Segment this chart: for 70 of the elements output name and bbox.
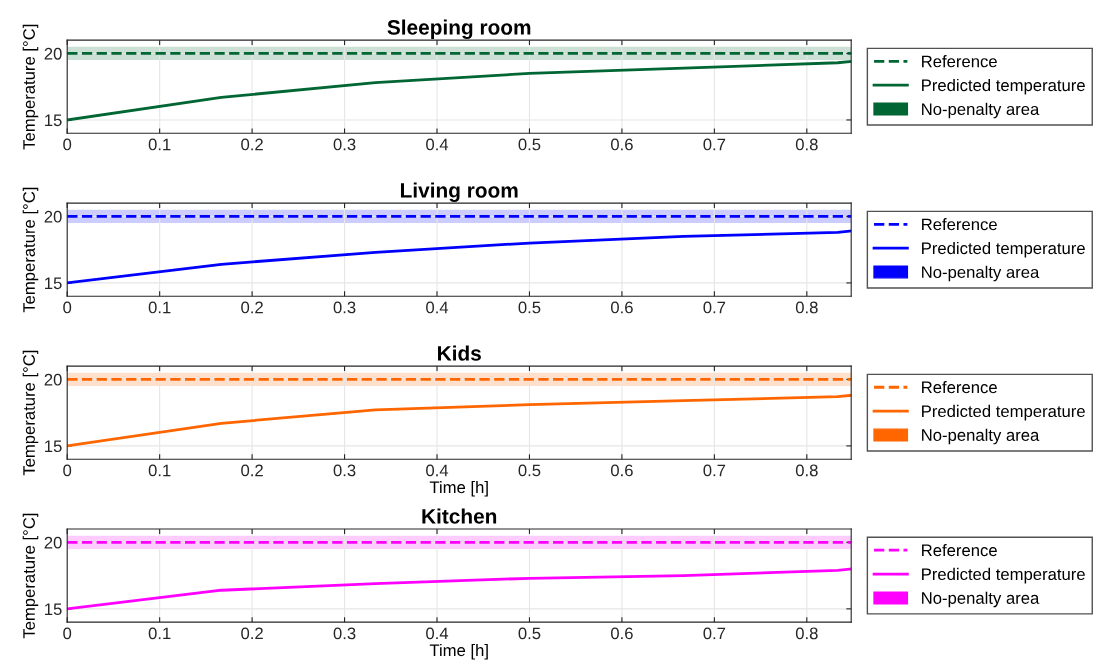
legend-label: Predicted temperature: [922, 78, 1085, 95]
x-tick-label: 0.5: [518, 138, 541, 151]
y-axis-title: Temperature [°C]: [22, 187, 39, 313]
x-axis-title: Time [h]: [429, 480, 488, 497]
y-axis-title: Temperature [°C]: [22, 350, 39, 476]
legend-label: No-penalty area: [922, 591, 1040, 608]
line-series: [67, 393, 852, 448]
y-tick-label: 20: [44, 47, 62, 60]
x-tick-label: 0.5: [518, 464, 541, 477]
x-tick-label: 0: [63, 301, 72, 314]
x-tick-label: 0.8: [795, 301, 818, 314]
x-tick-label: 0.6: [610, 627, 633, 640]
x-axis-title: Time [h]: [429, 643, 488, 660]
y-tick-label: 20: [44, 536, 62, 549]
x-tick-label: 0.8: [795, 627, 818, 640]
x-tick-label: 0.8: [795, 464, 818, 477]
x-tick-label: 0.7: [703, 138, 726, 151]
chart-title: Kitchen: [422, 508, 497, 524]
chart-title: Sleeping room: [387, 19, 531, 39]
legend-label: Predicted temperature: [922, 241, 1085, 258]
x-tick-label: 0.6: [610, 138, 633, 151]
x-tick-label: 0.1: [148, 301, 171, 314]
y-tick-label: 15: [45, 114, 62, 127]
x-tick-label: 0: [63, 464, 72, 477]
y-tick-label: 20: [44, 210, 62, 223]
chart-title: Kids: [438, 345, 481, 361]
legend-label: No-penalty area: [922, 102, 1040, 119]
line-series: [67, 567, 852, 611]
x-tick-label: 0.1: [148, 464, 171, 477]
x-tick-label: 0.3: [333, 464, 356, 477]
y-tick-label: 15: [45, 440, 62, 453]
legend-label: No-penalty area: [922, 428, 1040, 445]
x-tick-label: 0.6: [610, 301, 633, 314]
x-tick-label: 0: [63, 138, 72, 151]
legend-label: Predicted temperature: [922, 567, 1085, 584]
x-tick-label: 0.5: [518, 627, 541, 640]
x-tick-label: 0.2: [241, 464, 263, 477]
x-tick-label: 0.3: [333, 627, 356, 640]
legend-label: Reference: [922, 55, 997, 68]
legend-label: No-penalty area: [922, 265, 1040, 282]
y-tick-label: 15: [45, 277, 62, 290]
line-series: [67, 229, 852, 285]
x-tick-label: 0.2: [241, 138, 263, 151]
chart-title: Living room: [400, 182, 518, 202]
x-tick-label: 0.1: [148, 138, 171, 151]
x-tick-label: 0.8: [795, 138, 818, 151]
x-tick-label: 0.7: [703, 464, 726, 477]
legend-label: Reference: [922, 218, 997, 231]
x-tick-label: 0.3: [333, 138, 356, 151]
x-tick-label: 0.2: [241, 301, 263, 314]
x-tick-label: 0.4: [426, 138, 449, 151]
y-tick-label: 15: [45, 603, 62, 616]
x-tick-label: 0: [63, 627, 72, 640]
x-tick-label: 0.4: [426, 464, 449, 477]
y-axis-title: Temperature [°C]: [22, 513, 39, 639]
x-tick-label: 0.7: [703, 627, 726, 640]
x-tick-label: 0.1: [148, 627, 171, 640]
x-tick-label: 0.3: [333, 301, 356, 314]
legend-label: Reference: [922, 543, 997, 557]
x-tick-label: 0.2: [241, 627, 263, 640]
x-tick-label: 0.7: [703, 301, 726, 314]
x-tick-label: 0.6: [610, 464, 633, 477]
x-tick-label: 0.4: [426, 627, 449, 640]
x-tick-label: 0.5: [518, 301, 541, 314]
y-tick-label: 20: [44, 373, 62, 386]
x-tick-label: 0.4: [426, 301, 449, 314]
y-axis-title: Temperature [°C]: [22, 24, 39, 150]
legend-label: Reference: [922, 381, 997, 394]
legend-label: Predicted temperature: [922, 404, 1085, 421]
line-series: [67, 60, 852, 122]
